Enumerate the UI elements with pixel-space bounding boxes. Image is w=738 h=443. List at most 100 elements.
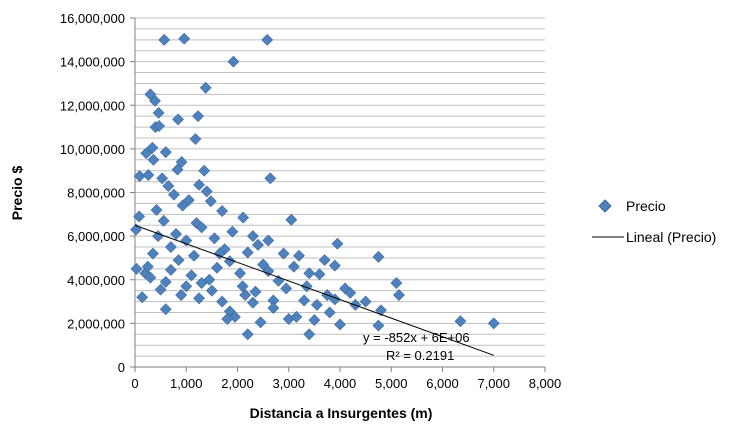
data-point	[285, 213, 298, 226]
data-point	[159, 146, 172, 159]
x-tick-label: 1,000	[170, 376, 203, 391]
trendline-group	[134, 224, 494, 356]
y-tick-label: 4,000,000	[67, 273, 125, 288]
data-point	[142, 169, 155, 181]
data-point	[175, 156, 188, 168]
data-point	[234, 267, 246, 280]
data-point	[241, 328, 254, 341]
data-point	[303, 328, 316, 341]
data-point	[190, 217, 203, 229]
legend-label-precio: Precio	[626, 198, 666, 214]
data-point	[204, 195, 217, 208]
data-point	[152, 230, 164, 243]
data-point	[293, 249, 305, 262]
data-point	[172, 254, 185, 267]
data-point	[372, 319, 385, 332]
data-point	[195, 221, 208, 234]
data-point	[236, 280, 249, 293]
data-point	[136, 291, 149, 304]
data-point	[239, 289, 252, 301]
data-point	[146, 141, 159, 154]
y-tick-label: 16,000,000	[60, 11, 125, 26]
data-point	[133, 210, 146, 223]
data-point	[249, 285, 262, 298]
data-point	[150, 204, 163, 216]
data-point	[180, 234, 193, 247]
data-point	[328, 293, 341, 306]
data-point	[159, 276, 172, 288]
data-point	[372, 250, 385, 263]
data-point	[261, 33, 274, 46]
data-point	[175, 289, 188, 301]
data-point	[311, 298, 323, 311]
data-point	[246, 230, 259, 243]
data-point	[172, 113, 184, 126]
data-point	[193, 178, 205, 191]
x-axis-title: Distancia a Insurgentes (m)	[250, 405, 433, 421]
data-point	[318, 254, 331, 267]
data-point	[180, 280, 193, 293]
x-tick-label: 0	[131, 376, 138, 391]
data-point	[185, 269, 198, 282]
data-point	[182, 194, 195, 207]
data-point	[189, 133, 202, 145]
data-point	[164, 241, 177, 253]
data-point	[241, 246, 254, 259]
data-point	[280, 282, 293, 295]
data-point	[257, 258, 270, 271]
data-point	[130, 262, 143, 275]
data-point	[375, 304, 387, 317]
data-point	[359, 295, 372, 308]
x-tick-label: 5,000	[375, 376, 408, 391]
data-point	[205, 284, 218, 297]
y-tick-labels: 0 2,000,000 4,000,000 6,000,000 8,000,000 10,…	[60, 11, 125, 375]
legend: Precio Lineal (Precio)	[592, 198, 716, 245]
data-point	[328, 259, 341, 272]
y-tick-label: 12,000,000	[60, 98, 125, 113]
data-point	[164, 264, 177, 276]
gridlines	[135, 17, 545, 357]
data-point	[237, 211, 250, 224]
data-point	[147, 153, 160, 166]
x-tick-label: 7,000	[477, 376, 510, 391]
y-tick-label: 2,000,000	[67, 316, 125, 331]
data-point	[221, 313, 234, 325]
data-point	[152, 106, 165, 119]
data-point	[323, 306, 336, 319]
data-point	[171, 163, 184, 176]
data-point	[199, 81, 212, 94]
data-point	[158, 33, 171, 46]
data-point	[290, 310, 303, 323]
legend-label-trend: Lineal (Precio)	[626, 229, 716, 245]
legend-marker-precio	[598, 199, 612, 213]
data-point	[168, 188, 180, 201]
data-point	[246, 296, 259, 309]
trendline-r-squared: R² = 0.2191	[386, 348, 454, 363]
data-point	[300, 280, 313, 293]
data-point	[133, 170, 146, 183]
data-point	[141, 260, 154, 273]
x-tick-label: 4,000	[324, 376, 357, 391]
data-point	[198, 164, 211, 177]
y-tick-label: 10,000,000	[60, 142, 125, 157]
x-tick-label: 8,000	[529, 376, 562, 391]
data-point	[226, 225, 239, 238]
data-point	[200, 185, 213, 198]
data-point	[308, 314, 321, 327]
data-point	[487, 317, 500, 330]
data-point	[331, 237, 344, 250]
data-point	[147, 247, 159, 260]
trendline	[134, 224, 494, 356]
data-points	[130, 32, 500, 341]
data-point	[149, 94, 161, 107]
data-point	[144, 271, 157, 284]
data-point	[264, 172, 277, 185]
data-point	[162, 180, 175, 192]
data-point	[156, 172, 169, 185]
data-point	[208, 232, 221, 245]
y-tick-label: 6,000,000	[67, 229, 125, 244]
data-point	[211, 261, 223, 274]
x-tick-label: 3,000	[272, 376, 305, 391]
data-point	[262, 265, 275, 277]
